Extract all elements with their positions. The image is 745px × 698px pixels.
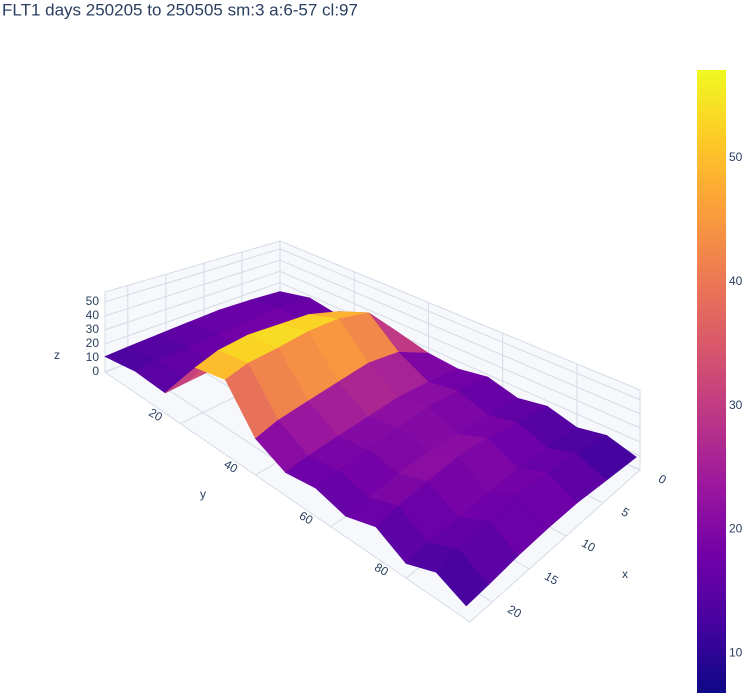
z-tick-label: 50 (86, 294, 100, 308)
z-tick-label: 20 (86, 336, 100, 350)
z-axis-title: z (54, 348, 60, 362)
colorbar (697, 70, 726, 693)
grid-line (279, 282, 641, 443)
x-tick-label: 20 (505, 602, 524, 621)
y-tick-label: 60 (297, 509, 316, 528)
x-axis-title: x (622, 567, 628, 581)
chart-title: FLT1 days 250205 to 250505 sm:3 a:6-57 c… (2, 0, 358, 19)
y-tick-label: 80 (372, 560, 391, 579)
colorbar-tick-label: 50 (729, 150, 743, 164)
z-tick-label: 0 (92, 364, 99, 378)
x-tick-label: 10 (579, 536, 598, 555)
x-tick-label: 5 (619, 505, 632, 521)
y-tick-label: 40 (222, 457, 241, 476)
grid-line (104, 259, 281, 317)
y-axis-title: y (200, 487, 206, 501)
grid-line (279, 248, 641, 401)
grid-line (279, 259, 641, 415)
grid-line (104, 270, 281, 331)
surface-cell (435, 548, 489, 607)
grid-line (104, 282, 281, 345)
grid-line (279, 270, 641, 429)
colorbar-tick-label: 20 (729, 522, 743, 536)
colorbar-tick-label: 40 (729, 274, 743, 288)
x-tick-label: 0 (656, 472, 669, 488)
z-tick-label: 40 (86, 308, 100, 322)
z-tick-label: 10 (86, 350, 100, 364)
colorbar-tick-label: 10 (729, 646, 743, 660)
grid-line (104, 248, 281, 303)
colorbar-tick-label: 30 (729, 398, 743, 412)
y-tick-label: 20 (146, 405, 165, 424)
z-tick-label: 30 (86, 322, 100, 336)
x-tick-label: 15 (542, 569, 561, 588)
